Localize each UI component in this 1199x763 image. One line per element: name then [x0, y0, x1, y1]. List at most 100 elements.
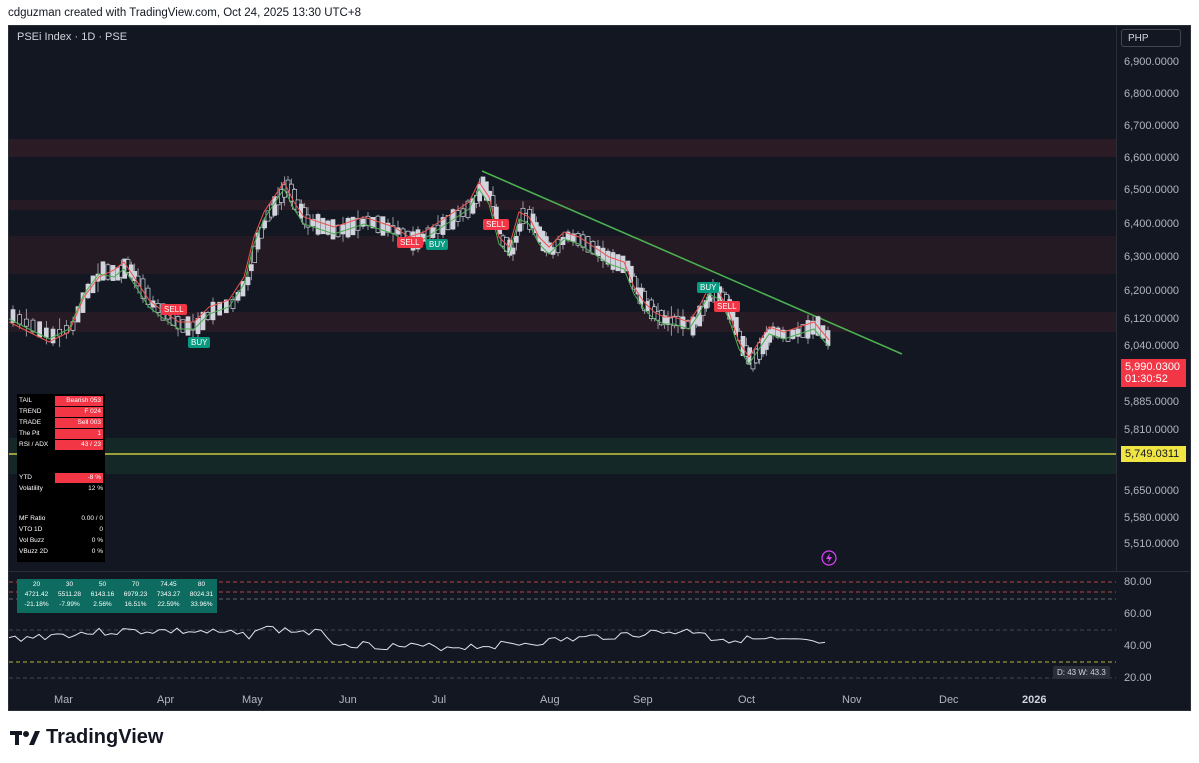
- indicator-value: -8 %: [55, 473, 103, 483]
- price-tick: 5,885.0000: [1124, 396, 1180, 408]
- rsi-table-cell: 2.56%: [93, 601, 112, 608]
- candle-body: [75, 306, 81, 323]
- candle-body: [560, 237, 566, 245]
- indicator-row: TREND F 024: [19, 407, 103, 417]
- tradingview-logo[interactable]: TradingView: [10, 726, 163, 749]
- candle-body: [155, 303, 161, 313]
- rsi-table-cell: -7.99%: [59, 601, 80, 608]
- rsi-table-cell: 22.59%: [157, 601, 180, 608]
- candle-body: [217, 301, 223, 316]
- rsi-tick: 40.00: [1124, 640, 1152, 652]
- indicator-table: TAIL Bearish 053 TREND F 024 TRADE Sell 003 Th…: [17, 394, 105, 562]
- indicator-row: MF Ratio 0.00 / 0: [19, 514, 103, 524]
- candle-body: [680, 316, 686, 329]
- tradingview-logo-icon: [10, 730, 40, 745]
- indicator-value: 0.00 / 0: [81, 515, 103, 522]
- candle-body: [490, 195, 496, 207]
- candle-body: [205, 312, 211, 320]
- rsi-table-cell: 5511.28: [57, 591, 81, 598]
- indicator-row: TRADE Sell 003: [19, 418, 103, 428]
- currency-selector[interactable]: PHP: [1121, 29, 1181, 47]
- price-axis[interactable]: PHP: [1116, 26, 1190, 571]
- candle-body: [790, 329, 796, 339]
- rsi-table-cell: 70: [131, 581, 140, 588]
- candle-body: [517, 223, 523, 232]
- resistance-zone: [9, 200, 1116, 210]
- month-label: May: [242, 694, 263, 706]
- price-tick: 5,510.0000: [1124, 538, 1180, 550]
- indicator-key: TRADE: [19, 419, 42, 426]
- rsi-table-cell: -21.18%: [24, 601, 49, 608]
- candle-body: [350, 216, 356, 236]
- rsi-table-cell: 7343.27: [156, 591, 181, 598]
- indicator-row: Volatility 12 %: [19, 484, 103, 494]
- candle-body: [320, 217, 326, 235]
- candle-body: [10, 309, 16, 323]
- price-plot[interactable]: [9, 26, 1191, 711]
- tradingview-logo-text: TradingView: [46, 726, 164, 748]
- candle-body: [815, 316, 821, 336]
- month-label: Jul: [432, 694, 447, 706]
- indicator-value: F 024: [55, 407, 103, 417]
- indicator-row: The Pit 1: [19, 429, 103, 439]
- sell-signal: SELL: [483, 219, 509, 230]
- last-price-value: 5,990.0300: [1125, 361, 1181, 373]
- indicator-value: 0 %: [91, 537, 103, 544]
- candle-body: [248, 264, 254, 272]
- month-label: Dec: [939, 694, 959, 706]
- rsi-table-cell: 30: [65, 581, 74, 588]
- price-tick: 6,040.0000: [1124, 340, 1180, 352]
- month-label: Mar: [54, 694, 73, 706]
- sell-signal: SELL: [397, 237, 423, 248]
- candle-body: [245, 276, 251, 286]
- indicator-row: VBuzz 2D 0 %: [19, 547, 103, 557]
- month-label: Nov: [842, 694, 862, 706]
- pane-separator[interactable]: [9, 571, 1190, 572]
- price-tick: 6,500.0000: [1124, 184, 1180, 196]
- indicator-row: YTD -8 %: [19, 473, 103, 483]
- indicator-key: TREND: [19, 408, 42, 415]
- rsi-levels-table: 20 30 50 70 74.45 80 4721.42 5511.28 6143.16 6979…: [17, 579, 217, 613]
- candle-body: [252, 245, 258, 263]
- rsi-tick: 20.00: [1124, 672, 1152, 684]
- price-tick: 6,400.0000: [1124, 218, 1180, 230]
- candle-body: [315, 214, 321, 235]
- month-label: Sep: [633, 694, 653, 706]
- rsi-tick: 60.00: [1124, 608, 1152, 620]
- rsi-table-cell: 50: [98, 581, 107, 588]
- candle-body: [30, 319, 36, 333]
- candle-body: [100, 261, 106, 281]
- bolt-icon: [821, 550, 837, 566]
- rsi-tick: 80.00: [1124, 576, 1152, 588]
- candle-body: [210, 301, 216, 321]
- candle-body: [810, 320, 816, 335]
- indicator-key: RSI / ADX: [19, 441, 49, 448]
- buy-signal: BUY: [188, 337, 211, 348]
- candle-body: [550, 247, 556, 255]
- candle-body: [310, 218, 316, 227]
- candle-body: [555, 238, 561, 254]
- indicator-value: Bearish 053: [55, 396, 103, 406]
- candle-body: [575, 233, 581, 246]
- candle-body: [135, 275, 141, 287]
- month-label: Aug: [540, 694, 560, 706]
- candle-body: [805, 320, 811, 339]
- rsi-table-cell: 6979.23: [123, 591, 148, 598]
- buy-signal: BUY: [426, 239, 449, 250]
- moving-average-fast: [9, 188, 830, 365]
- price-tick: 6,120.0000: [1124, 313, 1180, 325]
- symbol-title: PSEi Index · 1D · PSE: [17, 31, 128, 43]
- candle-body: [80, 292, 86, 313]
- indicator-value: 43 / 23: [55, 440, 103, 450]
- indicator-value: 12 %: [88, 485, 103, 492]
- chart-frame[interactable]: PSEi Index · 1D · PSE SELL BUY SELL BUY …: [8, 25, 1191, 711]
- candle-body: [223, 299, 229, 314]
- countdown-timer: 01:30:52: [1125, 373, 1168, 385]
- price-tick: 6,800.0000: [1124, 88, 1180, 100]
- candle-body: [23, 318, 29, 327]
- rsi-table-cell: 80: [197, 581, 206, 588]
- rsi-table-cell: 4721.42: [24, 591, 49, 598]
- moving-average-slow: [9, 181, 830, 358]
- indicator-key: TAIL: [19, 397, 33, 404]
- indicator-row: RSI / ADX 43 / 23: [19, 440, 103, 450]
